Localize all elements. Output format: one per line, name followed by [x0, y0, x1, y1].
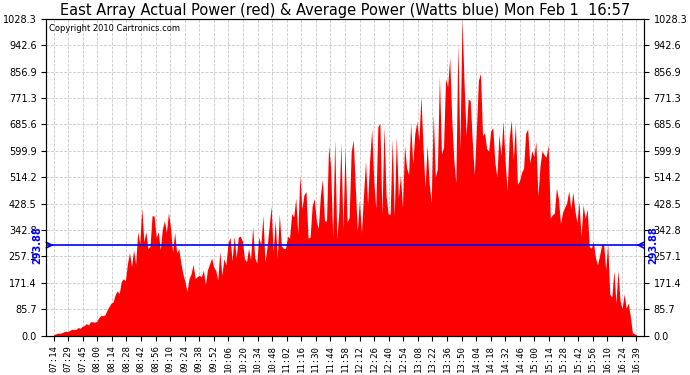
- Text: 293.88: 293.88: [648, 226, 658, 264]
- Text: Copyright 2010 Cartronics.com: Copyright 2010 Cartronics.com: [49, 24, 180, 33]
- Text: 293.88: 293.88: [32, 226, 42, 264]
- Title: East Array Actual Power (red) & Average Power (Watts blue) Mon Feb 1  16:57: East Array Actual Power (red) & Average …: [60, 3, 630, 18]
